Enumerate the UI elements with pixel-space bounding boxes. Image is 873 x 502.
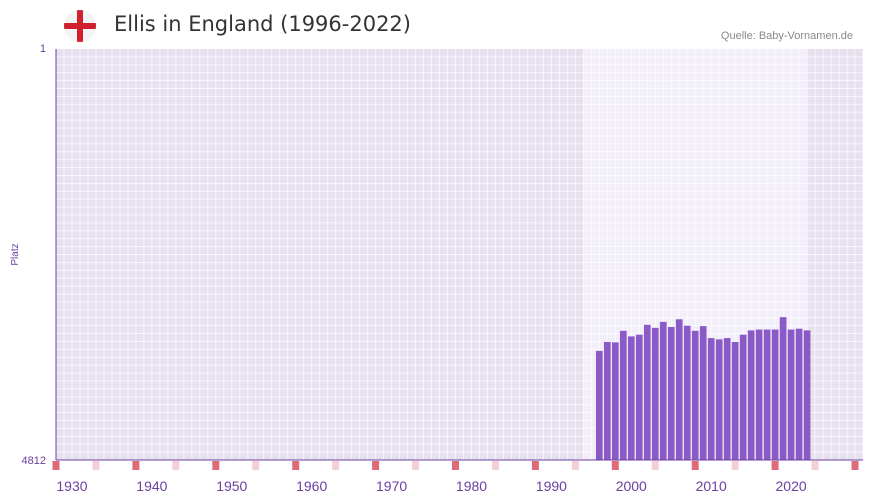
bar-2020 [787, 329, 795, 460]
y-axis-labels: 1 4812 Platz [10, 43, 46, 467]
bar-2021 [795, 328, 803, 460]
grid-lines [55, 49, 864, 460]
bar-2009 [699, 326, 707, 460]
source-credit: Quelle: Baby-Vornamen.de [720, 30, 853, 42]
bar-2002 [643, 324, 651, 460]
bar-2014 [739, 334, 747, 460]
x-tick-label-1960: 1960 [296, 478, 327, 494]
x-tick-marker [132, 461, 140, 470]
x-tick-marker [531, 461, 539, 470]
x-tick-marker [611, 461, 619, 470]
x-tick-label-1940: 1940 [136, 478, 167, 494]
x-tick-label-1930: 1930 [56, 478, 87, 494]
bar-2000 [627, 336, 635, 460]
x-tick-marker [372, 461, 380, 470]
bar-2012 [723, 338, 731, 460]
bar-2011 [715, 339, 723, 460]
x-tick-label-2020: 2020 [776, 478, 807, 494]
bar-2013 [731, 341, 739, 460]
bar-2016 [755, 329, 763, 460]
x-tick-label-1950: 1950 [216, 478, 247, 494]
x-tick-marker [212, 461, 220, 470]
bar-1999 [619, 330, 627, 460]
x-tick-marker [452, 461, 459, 470]
x-tick-label-1990: 1990 [536, 478, 567, 494]
y-tick-label-bottom: 4812 [22, 455, 46, 467]
bar-2015 [747, 330, 755, 460]
bar-1997 [603, 341, 611, 460]
bar-1996 [595, 350, 603, 460]
x-tick-label-2010: 2010 [696, 478, 727, 494]
x-tick-label-1970: 1970 [376, 478, 407, 494]
bar-2022 [803, 330, 811, 460]
x-tick-marker [52, 461, 60, 470]
bar-2005 [667, 326, 675, 460]
x-tick-marker [292, 461, 300, 470]
axes [55, 49, 863, 461]
x-tick-marker [731, 461, 739, 470]
x-tick-marker [651, 461, 659, 470]
x-tick-marker [332, 461, 340, 470]
x-tick-marker [92, 461, 100, 470]
bar-2010 [707, 338, 715, 460]
x-tick-marker [571, 461, 579, 470]
bar-2001 [635, 334, 643, 460]
england-flag-icon [64, 10, 96, 42]
bar-series [595, 317, 811, 460]
x-tick-marker [172, 461, 180, 470]
chart-title: Ellis in England (1996-2022) [114, 12, 411, 36]
x-tick-label-2000: 2000 [616, 478, 647, 494]
x-axis-ticks: 1930 1940 1950 1960 1970 1980 1990 2000 2010 2020 [52, 461, 859, 494]
bar-1998 [611, 342, 619, 460]
x-tick-marker [851, 461, 859, 470]
bar-2003 [651, 327, 659, 460]
bar-2008 [691, 330, 699, 460]
bar-2018 [771, 329, 779, 460]
x-tick-marker [491, 461, 499, 470]
x-tick-marker [771, 461, 779, 470]
bar-2017 [763, 329, 771, 460]
y-axis-title: Platz [10, 243, 21, 265]
x-tick-marker [252, 461, 260, 470]
y-tick-label-top: 1 [40, 43, 46, 55]
x-tick-marker [691, 461, 699, 470]
x-tick-marker [412, 461, 420, 470]
bar-2019 [779, 317, 787, 460]
x-tick-marker [811, 461, 819, 470]
x-tick-label-1980: 1980 [456, 478, 487, 494]
bar-2004 [659, 321, 667, 460]
bar-2007 [683, 325, 691, 460]
bar-2006 [675, 319, 683, 460]
